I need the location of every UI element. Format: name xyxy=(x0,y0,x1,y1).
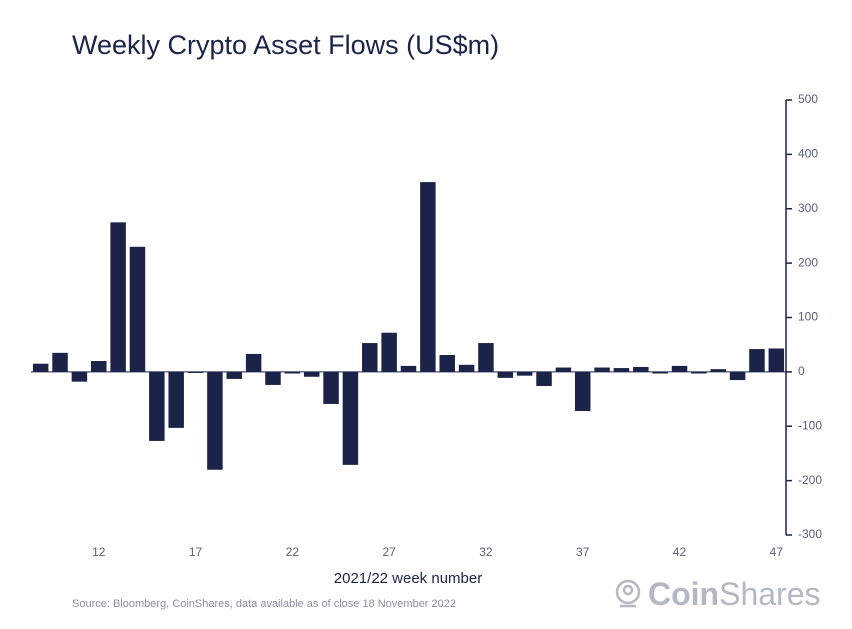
bar xyxy=(207,371,223,470)
bar xyxy=(71,371,88,382)
x-tick-label: 22 xyxy=(286,545,300,559)
y-tick-label: 100 xyxy=(798,310,818,324)
bar xyxy=(594,367,610,372)
bar xyxy=(323,371,339,404)
bar xyxy=(768,348,785,372)
x-tick-label: 37 xyxy=(576,545,590,559)
bar xyxy=(32,363,49,372)
bar xyxy=(516,371,533,376)
y-tick-label: -100 xyxy=(798,418,822,432)
bar xyxy=(497,371,514,378)
bar xyxy=(555,367,572,372)
x-tick-label: 32 xyxy=(479,545,493,559)
bar xyxy=(574,371,591,412)
bar xyxy=(110,222,126,372)
bar xyxy=(439,355,455,372)
y-tick-label: 400 xyxy=(798,147,818,161)
bar xyxy=(671,365,688,372)
bar xyxy=(362,343,378,372)
bar xyxy=(91,361,107,372)
bar xyxy=(129,246,146,372)
bar xyxy=(536,371,552,387)
x-axis-label: 2021/22 week number xyxy=(334,570,482,587)
bar xyxy=(149,371,165,441)
bar xyxy=(226,371,243,379)
bar xyxy=(245,353,262,372)
bar xyxy=(187,371,204,373)
bar xyxy=(400,365,417,372)
chart-title: Weekly Crypto Asset Flows (US$m) xyxy=(72,30,499,60)
y-tick-label: 200 xyxy=(798,255,818,269)
bar xyxy=(381,332,397,372)
bar xyxy=(633,366,649,372)
y-tick-label: -300 xyxy=(798,527,822,541)
logo-icon xyxy=(615,579,641,608)
y-tick-label: 0 xyxy=(798,364,805,378)
bar xyxy=(652,371,668,374)
bar xyxy=(420,182,436,372)
bar xyxy=(265,371,281,385)
bar xyxy=(458,364,475,372)
y-tick-label: 300 xyxy=(798,201,818,215)
bar xyxy=(303,371,320,377)
x-tick-label: 12 xyxy=(92,545,106,559)
y-tick-label: -200 xyxy=(798,473,822,487)
bar xyxy=(168,371,184,428)
bar xyxy=(284,371,301,374)
logo-light: Shares xyxy=(719,576,820,612)
bar xyxy=(710,369,726,372)
bar xyxy=(749,349,765,372)
x-tick-label: 47 xyxy=(770,545,784,559)
bar xyxy=(691,371,707,374)
bar xyxy=(613,368,630,372)
x-tick-label: 17 xyxy=(189,545,203,559)
source-note: Source: Bloomberg, CoinShares, data avai… xyxy=(72,598,456,610)
x-tick-label: 27 xyxy=(382,545,396,559)
bar xyxy=(342,371,359,465)
bar xyxy=(729,371,746,381)
logo-bold: Coin xyxy=(648,576,719,612)
bar xyxy=(52,352,68,372)
bar xyxy=(478,343,494,372)
x-tick-label: 42 xyxy=(673,545,687,559)
y-tick-label: 500 xyxy=(798,92,818,106)
logo: CoinShares xyxy=(648,576,820,612)
